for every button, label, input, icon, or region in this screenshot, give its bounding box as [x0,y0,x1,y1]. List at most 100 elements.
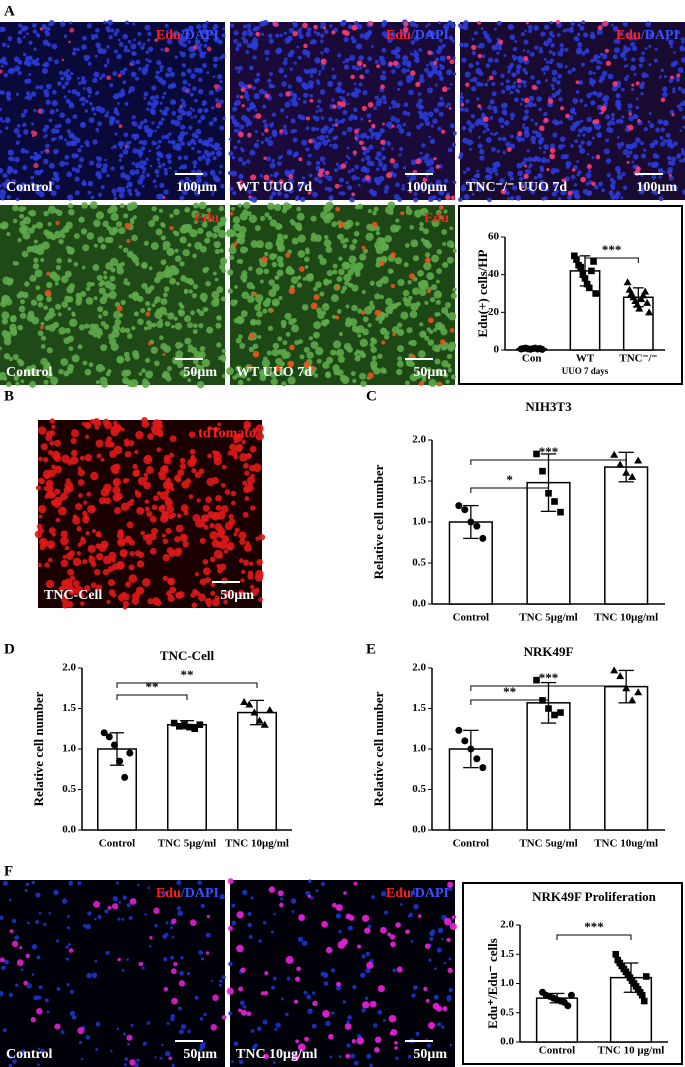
cell [324,235,329,240]
cell [306,995,311,1000]
cell [546,159,550,163]
cell [168,132,171,135]
data-point [266,706,274,713]
cell [155,95,159,99]
significance-bracket [557,935,631,940]
cell [436,165,440,169]
data-point [240,698,248,705]
cell [141,420,149,428]
cell [627,161,630,164]
cell [584,104,587,107]
cell [95,42,101,48]
cell [144,913,146,915]
cell [81,202,88,209]
cell [229,514,234,519]
cell [173,962,177,966]
cell [298,235,306,243]
panel-label: E [366,641,376,657]
cell [162,196,165,199]
cell [80,536,84,540]
cell [620,142,625,147]
cell [336,904,343,911]
cell [72,136,77,141]
cell [358,184,361,187]
cell [83,924,86,927]
cell [130,44,136,50]
cell [88,181,93,186]
x-tick-label: Control [453,612,489,624]
cell [290,219,295,224]
cell [248,84,252,88]
cell [229,518,236,525]
cell [135,490,139,494]
cell [375,310,382,317]
cell [195,129,201,135]
cell [163,189,168,194]
y-tick-label: 1.0 [412,743,426,755]
cell [177,469,184,476]
cell [193,323,198,328]
cell [149,150,152,153]
cell [265,242,273,250]
cell [174,170,177,173]
cell [244,93,249,98]
cell [99,107,105,113]
cell [26,882,30,886]
cell [62,898,68,904]
cell [425,943,431,949]
y-axis-title: Relative cell number [371,464,386,579]
cell [410,239,418,247]
stain-name: /DAPI [180,886,219,901]
cell [616,102,622,108]
cell [145,25,151,31]
cell [604,148,610,154]
cell [123,601,129,607]
cell [352,239,357,244]
cell [231,904,235,908]
cell [558,197,561,200]
y-tick-label: 1.5 [500,948,514,960]
cell [419,222,424,227]
cell [45,144,50,149]
cell [180,458,186,464]
cell [206,951,209,954]
cell [69,346,74,351]
cell [448,958,451,961]
cell [377,98,382,103]
cell [513,73,517,77]
cell [92,973,97,978]
cell [100,344,107,351]
cell [197,228,203,234]
cell [156,60,161,65]
cell [275,34,279,38]
cell [285,1013,289,1017]
cell [273,343,279,349]
cell [668,161,672,165]
cell [355,356,361,362]
scale-label: 50μm [183,1047,217,1062]
cell [273,133,278,138]
cell [557,74,562,79]
scale-label: 50μm [220,588,254,603]
cell [118,74,121,77]
cell [234,241,238,245]
cell [354,231,360,237]
cell [312,1024,317,1029]
cell [120,262,125,267]
cell [142,185,145,188]
cell [114,107,118,111]
cell [476,97,479,100]
cell [55,304,61,310]
cell [106,372,111,377]
cell [466,167,470,171]
cell [530,136,536,142]
cell [125,1057,129,1061]
cell [54,440,61,447]
cell [328,280,332,284]
cell [281,323,286,328]
cell [306,161,311,166]
cell [234,122,240,128]
x-tick-label: WT [576,353,595,365]
cell [450,244,455,249]
cell [227,269,233,275]
